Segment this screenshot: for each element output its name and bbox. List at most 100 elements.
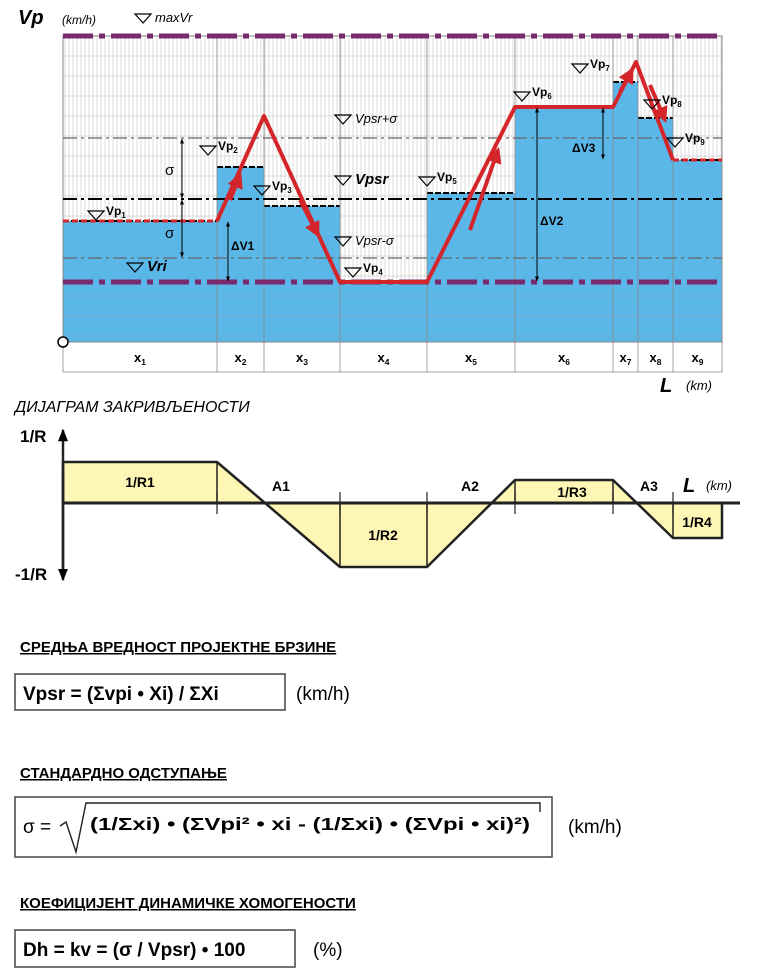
level-marker (417, 176, 437, 187)
y-bottom-label: -1/R (15, 565, 47, 584)
speed-label-main: Vp (218, 139, 233, 153)
x-axis-label: L (660, 375, 672, 397)
section-label-sub: 5 (472, 357, 477, 367)
curvature-shape (61, 460, 724, 569)
level-label: Vri (147, 258, 168, 275)
formula-box (14, 796, 553, 858)
formula-radicand: (1/Σxi) • (ΣVpi² • xi - (1/Σxi) • (ΣVpi … (90, 814, 530, 834)
level-marker (343, 267, 363, 278)
speed-label-main: Vp (272, 179, 287, 193)
speed-label-sub: 3 (287, 186, 292, 195)
section-label-sub: 9 (699, 357, 704, 367)
level-marker (333, 175, 353, 186)
level-label: Vpsr+σ (355, 111, 398, 126)
section-label-sub: 7 (627, 357, 632, 367)
formula-box (14, 929, 296, 968)
section-label-main: x (650, 350, 658, 365)
formula-box (14, 673, 286, 711)
y-axis-unit: (km/h) (62, 13, 96, 27)
speed-label-main: Vp (685, 131, 700, 145)
section-label-main: x (558, 350, 566, 365)
transition-label: A3 (640, 478, 658, 494)
formula-unit: (%) (313, 940, 343, 961)
transition-label: A2 (461, 478, 479, 494)
section-heading: СРЕДЊА ВРЕДНОСТ ПРОЈЕКТНЕ БРЗИНЕ (20, 639, 336, 656)
delta-label: ΔV3 (572, 141, 596, 155)
speed-label: Vp6 (532, 85, 552, 101)
profile-arrow (468, 146, 502, 231)
speed-label-sub: 8 (677, 100, 682, 109)
speed-label-sub: 6 (547, 92, 552, 101)
area-label: 1/R1 (125, 474, 155, 490)
section-label-main: x (465, 350, 473, 365)
formula: Vpsr = (Σvpi • Xi) / ΣXi (23, 684, 219, 705)
formula-lhs: σ = (23, 817, 51, 838)
speed-label-main: Vp (106, 204, 121, 218)
level-marker (125, 262, 145, 273)
delta-label: ΔV1 (231, 239, 255, 253)
level-marker (570, 63, 590, 74)
x-axis-unit: (km) (706, 478, 732, 493)
speed-step (264, 206, 340, 342)
profile-arrow (298, 199, 320, 238)
x-axis-label: L (683, 475, 695, 497)
speed-label-main: Vp (662, 93, 677, 107)
x-axis-unit: (km) (686, 378, 712, 393)
speed-step (673, 160, 722, 342)
speed-label-main: Vp (363, 261, 378, 275)
speed-step (515, 107, 613, 342)
sqrt-sign (59, 802, 541, 855)
section-label-sub: 2 (242, 357, 247, 367)
section-label: x5 (465, 350, 477, 367)
sigma-label: σ (165, 225, 175, 242)
level-marker (333, 236, 353, 247)
speed-label-sub: 1 (121, 211, 126, 220)
origin (57, 336, 69, 348)
level-marker (86, 210, 106, 221)
speed-label-main: Vp (532, 85, 547, 99)
area-label: 1/R2 (368, 527, 398, 543)
speed-label: Vp3 (272, 179, 292, 195)
y-axis-label: Vp (18, 7, 44, 29)
section-label-sub: 3 (303, 357, 308, 367)
level-label: Vpsr-σ (355, 233, 395, 248)
profile-arrow (227, 172, 243, 201)
speed-step (217, 167, 264, 342)
speed-label-sub: 2 (233, 146, 238, 155)
speed-step (427, 193, 515, 342)
section-heading: СТАНДАРДНО ОДСТУПАЊЕ (20, 765, 227, 782)
speed-step (340, 282, 427, 342)
area-label: 1/R3 (557, 484, 587, 500)
area-label: 1/R4 (682, 514, 712, 530)
formula: Dh = kv = (σ / Vpsr) • 100 (23, 940, 245, 961)
speed-step (638, 118, 673, 342)
curvature-title: ДИЈАГРАМ ЗАКРИВЉЕНОСТИ (13, 399, 250, 416)
section-label-main: x (378, 350, 386, 365)
speed-label-sub: 4 (378, 268, 383, 277)
level-label: Vpsr (355, 171, 390, 188)
speed-label: Vp1 (106, 204, 126, 220)
section-label: x2 (235, 350, 247, 367)
speed-label-sub: 5 (452, 177, 457, 186)
section-label-main: x (692, 350, 700, 365)
section-label-sub: 6 (565, 357, 570, 367)
section-label-sub: 1 (141, 357, 146, 367)
speed-label-sub: 7 (605, 64, 609, 73)
section-label: x9 (692, 350, 704, 367)
section-label-main: x (620, 350, 628, 365)
section-label: x3 (296, 350, 308, 367)
section-label-sub: 4 (385, 357, 390, 367)
level-marker (133, 13, 153, 24)
speed-label: Vp8 (662, 93, 682, 109)
section-label-main: x (235, 350, 243, 365)
speed-label: Vp9 (685, 131, 705, 147)
section-label-sub: 8 (657, 357, 662, 367)
level-marker (333, 114, 353, 125)
speed-label-sub: 9 (700, 138, 705, 147)
level-marker (642, 99, 662, 110)
formula-unit: (km/h) (296, 684, 350, 705)
section-label-main: x (134, 350, 142, 365)
speed-label: Vp5 (437, 170, 457, 186)
section-label: x1 (134, 350, 146, 367)
speed-label: Vp7 (590, 57, 610, 73)
